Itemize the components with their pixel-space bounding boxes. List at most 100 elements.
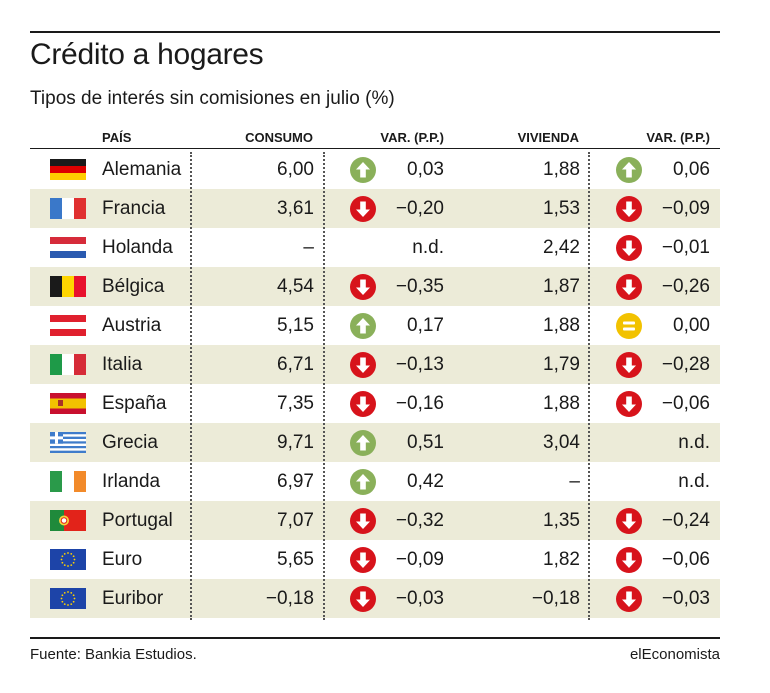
- spain-flag-icon: [50, 393, 86, 414]
- vivienda-value: −0,18: [531, 588, 580, 609]
- vivienda-value: –: [569, 471, 580, 492]
- consumo-value: 6,97: [277, 471, 314, 492]
- arrow-down-circle-icon: [349, 351, 377, 379]
- arrow-down-circle-icon: [615, 546, 643, 574]
- country-name: Euro: [102, 549, 143, 570]
- country-name: Portugal: [102, 510, 173, 531]
- vivienda-value: 1,88: [543, 159, 580, 180]
- arrow-up-circle-icon: [349, 429, 377, 457]
- vivienda-value: 1,53: [543, 198, 580, 219]
- country-name: Bélgica: [102, 276, 165, 297]
- header-pais: PAÍS: [102, 130, 132, 145]
- table-row: Francia 3,61 −0,20 1,53 −0,09: [30, 189, 720, 228]
- consumo-value: 9,71: [277, 432, 314, 453]
- header-var-vivienda: VAR. (P.P.): [646, 130, 710, 145]
- consumo-change-value: −0,16: [395, 393, 444, 414]
- consumo-value: 4,54: [277, 276, 314, 297]
- vivienda-value: 1,79: [543, 354, 580, 375]
- vivienda-change-value: 0,00: [673, 315, 710, 336]
- vivienda-value: 1,82: [543, 549, 580, 570]
- arrow-down-circle-icon: [349, 195, 377, 223]
- header-consumo: CONSUMO: [245, 130, 313, 145]
- equal-circle-icon: [615, 312, 643, 340]
- consumo-change-value: 0,03: [407, 159, 444, 180]
- table-row: Alemania 6,00 0,03 1,88 0,06: [30, 150, 720, 189]
- country-name: Italia: [102, 354, 143, 375]
- arrow-down-circle-icon: [349, 273, 377, 301]
- table-row: Portugal 7,07 −0,32 1,35 −0,24: [30, 501, 720, 540]
- arrow-down-circle-icon: [349, 585, 377, 613]
- source-note: Fuente: Bankia Estudios.: [30, 646, 197, 663]
- vivienda-change-value: −0,26: [661, 276, 710, 297]
- table-row: Euribor −0,18 −0,03 −0,18 −0,03: [30, 579, 720, 618]
- vivienda-change-value: −0,06: [661, 549, 710, 570]
- vivienda-change-value: −0,24: [661, 510, 710, 531]
- header-vivienda: VIVIENDA: [517, 130, 579, 145]
- consumo-change-value: −0,32: [395, 510, 444, 531]
- country-name: Irlanda: [102, 471, 161, 492]
- arrow-down-circle-icon: [349, 546, 377, 574]
- vivienda-value: 1,35: [543, 510, 580, 531]
- vivienda-change-value: −0,03: [661, 588, 710, 609]
- consumo-value: –: [303, 237, 314, 258]
- vivienda-value: 3,04: [543, 432, 580, 453]
- consumo-change-value: −0,35: [395, 276, 444, 297]
- consumo-change-value: n.d.: [412, 237, 444, 258]
- consumo-value: 6,71: [277, 354, 314, 375]
- consumo-value: 5,15: [277, 315, 314, 336]
- consumo-change-value: −0,03: [395, 588, 444, 609]
- country-name: España: [102, 393, 167, 414]
- vivienda-change-value: n.d.: [678, 432, 710, 453]
- country-name: Austria: [102, 315, 162, 336]
- table-row: Austria 5,15 0,17 1,88 0,00: [30, 306, 720, 345]
- column-separator: [190, 152, 192, 620]
- consumo-value: 5,65: [277, 549, 314, 570]
- arrow-down-circle-icon: [615, 507, 643, 535]
- arrow-down-circle-icon: [615, 273, 643, 301]
- header-var-consumo: VAR. (P.P.): [380, 130, 444, 145]
- top-rule: [30, 31, 720, 33]
- austria-flag-icon: [50, 315, 86, 336]
- country-name: Francia: [102, 198, 166, 219]
- country-name: Holanda: [102, 237, 173, 258]
- consumo-value: 6,00: [277, 159, 314, 180]
- table-row: Italia 6,71 −0,13 1,79 −0,28: [30, 345, 720, 384]
- vivienda-change-value: −0,09: [661, 198, 710, 219]
- consumo-change-value: 0,17: [407, 315, 444, 336]
- vivienda-change-value: n.d.: [678, 471, 710, 492]
- germany-flag-icon: [50, 159, 86, 180]
- header-rule: [30, 148, 720, 149]
- consumo-change-value: 0,51: [407, 432, 444, 453]
- consumo-change-value: −0,13: [395, 354, 444, 375]
- chart-subtitle: Tipos de interés sin comisiones en julio…: [30, 88, 395, 109]
- vivienda-value: 1,88: [543, 315, 580, 336]
- table-row: España 7,35 −0,16 1,88 −0,06: [30, 384, 720, 423]
- arrow-up-circle-icon: [349, 468, 377, 496]
- table-row: Holanda – n.d. 2,42 −0,01: [30, 228, 720, 267]
- consumo-change-value: 0,42: [407, 471, 444, 492]
- vivienda-change-value: −0,06: [661, 393, 710, 414]
- arrow-up-circle-icon: [615, 156, 643, 184]
- consumo-change-value: −0,20: [395, 198, 444, 219]
- arrow-down-circle-icon: [349, 390, 377, 418]
- portugal-flag-icon: [50, 510, 86, 531]
- belgium-flag-icon: [50, 276, 86, 297]
- vivienda-value: 2,42: [543, 237, 580, 258]
- netherlands-flag-icon: [50, 237, 86, 258]
- brand-logo: elEconomista: [629, 646, 720, 663]
- arrow-down-circle-icon: [615, 195, 643, 223]
- table-row: Euro 5,65 −0,09 1,82 −0,06: [30, 540, 720, 579]
- vivienda-value: 1,87: [543, 276, 580, 297]
- arrow-down-circle-icon: [615, 234, 643, 262]
- vivienda-change-value: −0,28: [661, 354, 710, 375]
- chart-title: Crédito a hogares: [30, 38, 264, 71]
- bottom-rule: [30, 637, 720, 639]
- vivienda-change-value: −0,01: [661, 237, 710, 258]
- eu-flag-icon: [50, 588, 86, 609]
- france-flag-icon: [50, 198, 86, 219]
- consumo-value: −0,18: [265, 588, 314, 609]
- arrow-up-circle-icon: [349, 312, 377, 340]
- country-name: Grecia: [102, 432, 158, 453]
- arrow-up-circle-icon: [349, 156, 377, 184]
- vivienda-value: 1,88: [543, 393, 580, 414]
